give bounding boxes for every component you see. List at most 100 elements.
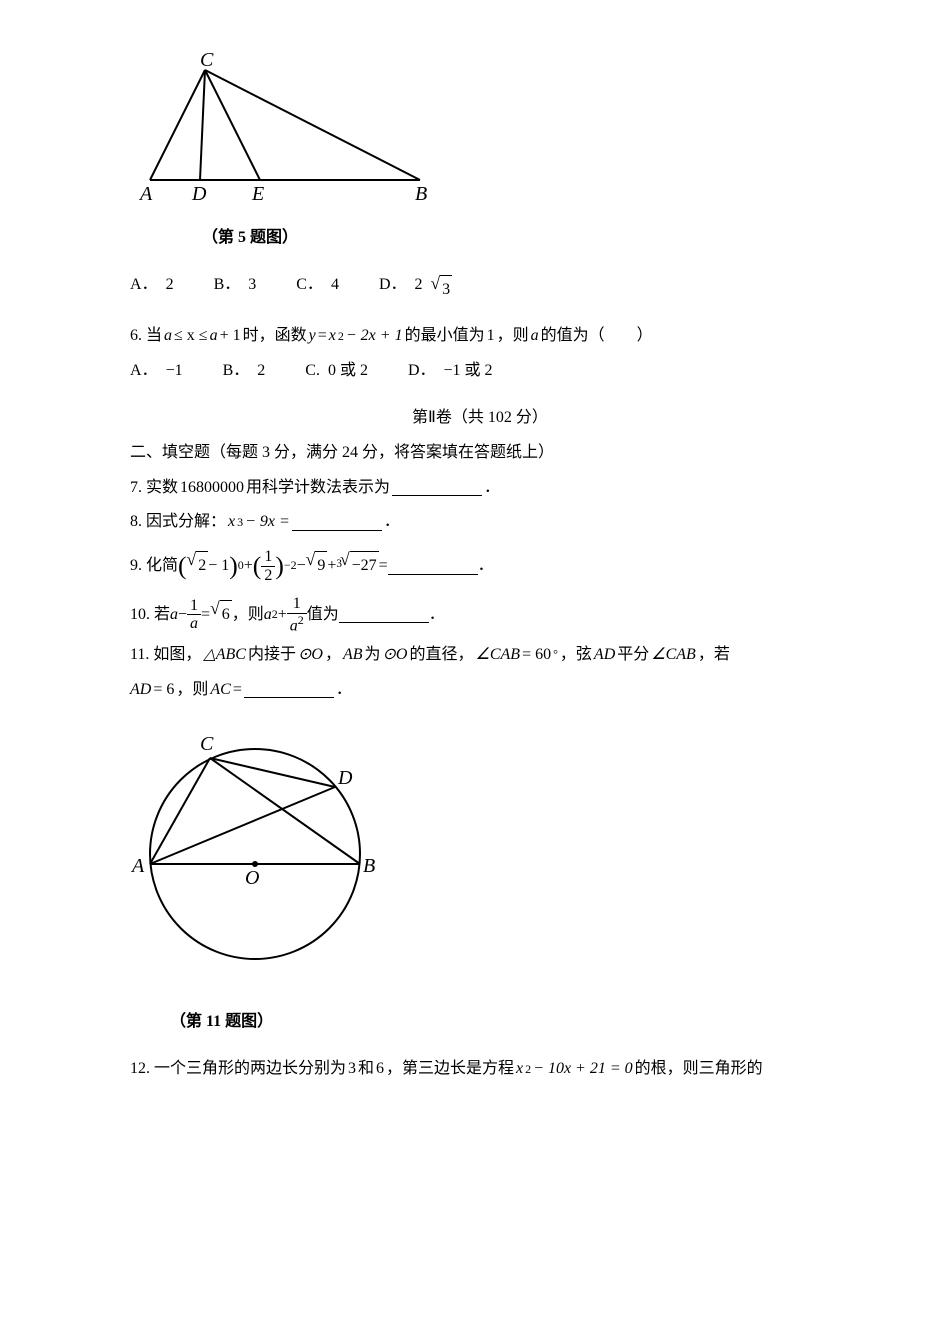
x: x bbox=[329, 322, 336, 351]
p1: + 1 bbox=[220, 322, 241, 351]
q5-options: A． 2 B． 3 C． 4 D． 2√3 bbox=[130, 271, 830, 305]
eq: = bbox=[379, 552, 388, 581]
q11-line2: AD = 6 ，则 AC = ． bbox=[130, 676, 830, 705]
den: a bbox=[187, 615, 201, 633]
lbl-B: B bbox=[363, 855, 375, 877]
and: 和 bbox=[358, 1055, 374, 1084]
q11-caption: （第 11 题图） bbox=[170, 1008, 830, 1037]
q5-opt-D: D． 2√3 bbox=[379, 271, 452, 305]
sqrt-icon: √3 bbox=[431, 275, 453, 305]
q5-figure: A D E B C bbox=[130, 50, 830, 216]
lbl-C: C bbox=[200, 733, 214, 755]
exp: 2 bbox=[338, 326, 344, 348]
opt-val: 2 bbox=[166, 271, 174, 300]
bis: 平分 bbox=[617, 641, 649, 670]
opt-label: C． bbox=[296, 271, 323, 300]
q5-opt-A: A． 2 bbox=[130, 271, 174, 300]
minus: − bbox=[297, 552, 306, 581]
arg: 2 bbox=[196, 551, 208, 581]
m1: − 1 bbox=[208, 552, 229, 581]
q11-figure: A B C D O bbox=[130, 714, 830, 1000]
lbl-D: D bbox=[191, 183, 207, 205]
num: 1 bbox=[287, 595, 307, 614]
x: x bbox=[228, 508, 235, 537]
lbl-C: C bbox=[200, 50, 214, 71]
dexp: 2 bbox=[298, 613, 304, 627]
q6-opt-B: B．2 bbox=[223, 357, 266, 386]
q5-caption: （第 5 题图） bbox=[202, 224, 830, 253]
text: 9. 化简 bbox=[130, 552, 178, 581]
arg: 6 bbox=[220, 600, 232, 630]
q6-opt-C: C.0 或 2 bbox=[305, 357, 368, 386]
a3: a bbox=[531, 322, 539, 351]
eq: − 10x + 21 = 0 bbox=[533, 1055, 633, 1084]
cuberoot-icon: √−27 bbox=[340, 551, 379, 581]
text: 用科学计数法表示为 bbox=[246, 474, 390, 503]
x: x bbox=[516, 1055, 523, 1084]
then: ，则 bbox=[176, 676, 208, 705]
ang2: ∠CAB bbox=[651, 641, 696, 670]
q5-svg: A D E B C bbox=[130, 50, 440, 205]
period: ． bbox=[478, 552, 494, 581]
den: a2 bbox=[287, 614, 307, 635]
n6: 6 bbox=[376, 1055, 384, 1084]
blank bbox=[244, 681, 334, 698]
lbl-E: E bbox=[251, 183, 264, 205]
AB: AB bbox=[343, 641, 363, 670]
text: 8. 因式分解： bbox=[130, 508, 226, 537]
expn2: −2 bbox=[284, 555, 297, 577]
eq: = bbox=[318, 322, 327, 351]
sqrt-icon: √9 bbox=[306, 551, 328, 581]
blank bbox=[388, 558, 478, 575]
text: 10. 若 bbox=[130, 601, 170, 630]
lparen-icon: ( bbox=[178, 543, 187, 589]
n3: 3 bbox=[348, 1055, 356, 1084]
plus: + bbox=[278, 601, 287, 630]
ins: 内接于 bbox=[248, 641, 296, 670]
plus: + bbox=[327, 552, 336, 581]
opt-val: 2 bbox=[257, 357, 265, 386]
opt-label: A． bbox=[130, 357, 158, 386]
q11-svg: A B C D O bbox=[130, 714, 390, 989]
lbl-A: A bbox=[138, 183, 153, 205]
tail: − 2x + 1 bbox=[346, 322, 403, 351]
le: ≤ x ≤ bbox=[174, 322, 208, 351]
num: 1 bbox=[261, 548, 275, 567]
opt-val: −1 或 2 bbox=[444, 357, 493, 386]
sqrt-icon: √6 bbox=[210, 600, 232, 630]
period: ． bbox=[384, 508, 400, 537]
ang: ∠CAB bbox=[476, 641, 521, 670]
eq60: = 60 bbox=[522, 641, 551, 670]
tri: △ABC bbox=[203, 641, 246, 670]
opt-val: 3 bbox=[248, 271, 256, 300]
period: ． bbox=[484, 474, 500, 503]
fraction: 12 bbox=[261, 548, 275, 584]
c: ，若 bbox=[698, 641, 730, 670]
arg: −27 bbox=[350, 551, 379, 581]
c: ，弦 bbox=[560, 641, 592, 670]
AD: AD bbox=[130, 676, 151, 705]
q6-opt-D: D．−1 或 2 bbox=[408, 357, 493, 386]
text: 的值为（ ） bbox=[541, 322, 653, 351]
eq6: = 6 bbox=[153, 676, 174, 705]
fraction: 1a bbox=[187, 597, 201, 633]
q5-opt-B: B． 3 bbox=[214, 271, 257, 300]
lbl-O: O bbox=[245, 867, 259, 889]
period: ． bbox=[336, 676, 352, 705]
arg: 9 bbox=[315, 551, 327, 581]
sqrt-arg: 3 bbox=[440, 275, 452, 305]
AC: AC bbox=[210, 676, 230, 705]
rparen-icon: ) bbox=[275, 543, 284, 589]
den: 2 bbox=[261, 567, 275, 585]
a: a bbox=[170, 601, 178, 630]
deg: ° bbox=[553, 644, 558, 666]
text: 12. 一个三角形的两边长分别为 bbox=[130, 1055, 346, 1084]
q7: 7. 实数 16800000 用科学计数法表示为 ． bbox=[130, 474, 830, 503]
eq: = bbox=[233, 676, 242, 705]
oO: ⊙O bbox=[298, 641, 323, 670]
oO: ⊙O bbox=[383, 641, 408, 670]
sqrt-icon: √2 bbox=[187, 551, 209, 581]
root-index: 3 bbox=[336, 554, 342, 574]
text: 7. 实数 bbox=[130, 474, 178, 503]
lbl-B: B bbox=[415, 183, 427, 205]
